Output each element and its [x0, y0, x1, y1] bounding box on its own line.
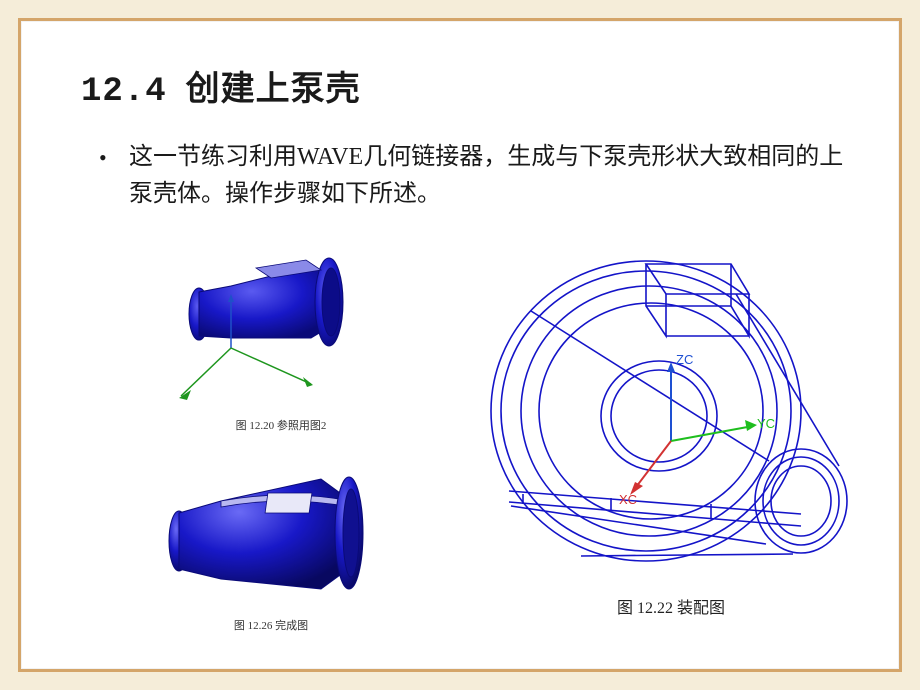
body-paragraph: • 这一节练习利用WAVE几何链接器，生成与下泵壳形状大致相同的上泵壳体。操作步…	[81, 139, 849, 213]
axis-y-label: YC	[757, 416, 775, 431]
bullet-icon: •	[99, 141, 107, 175]
figure-left-top: 图 12.20 参照用图2	[161, 256, 401, 433]
figures-area: 图 12.20 参照用图2	[81, 256, 849, 639]
wireframe-assembly-icon: ZC YC XC	[471, 246, 861, 586]
figure-left-top-caption: 图 12.20 参照用图2	[161, 417, 401, 433]
pump-shaded-bottom-icon	[151, 471, 381, 611]
figure-right-caption: 图 12.22 装配图	[471, 594, 871, 618]
axis-x-label: XC	[619, 492, 637, 507]
body-text: 这一节练习利用WAVE几何链接器，生成与下泵壳形状大致相同的上泵壳体。操作步骤如…	[129, 144, 843, 207]
figure-left-bottom: 图 12.26 完成图	[151, 471, 391, 633]
title-number: 12.4	[81, 73, 167, 111]
slide-outer: 12.4 创建上泵壳 • 这一节练习利用WAVE几何链接器，生成与下泵壳形状大致…	[0, 0, 920, 690]
figure-right: ZC YC XC 图 12.22 装配图	[471, 246, 871, 618]
pump-shaded-top-icon	[161, 256, 381, 411]
slide-title: 12.4 创建上泵壳	[81, 61, 849, 111]
slide-frame: 12.4 创建上泵壳 • 这一节练习利用WAVE几何链接器，生成与下泵壳形状大致…	[18, 18, 902, 672]
title-text: 创建上泵壳	[186, 71, 361, 108]
axis-z-label: ZC	[676, 352, 693, 367]
figure-left-bottom-caption: 图 12.26 完成图	[151, 617, 391, 633]
